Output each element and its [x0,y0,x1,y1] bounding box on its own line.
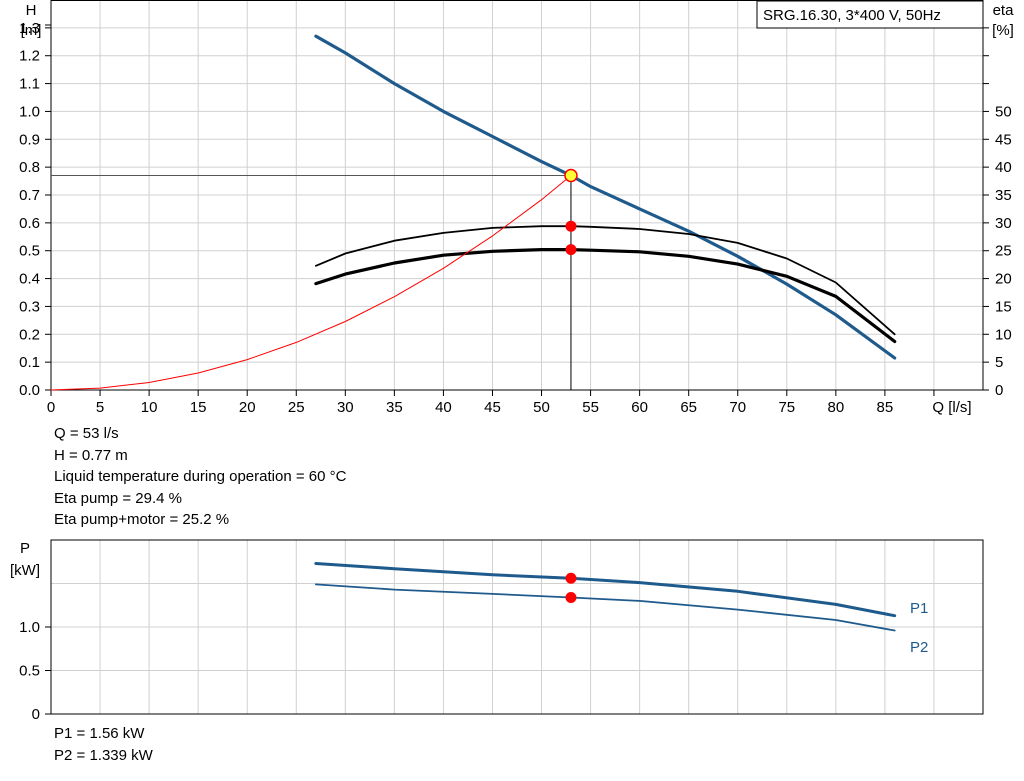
x-tick-label: 65 [680,399,697,416]
y2-tick-label: 0 [995,382,1003,399]
head-curve [314,34,897,360]
top-y-axis-ticks: 0.0 0.1 0.2 0.3 0.4 0.5 0.6 0.7 0.8 0.9 1.0 1.1 1.2 1… [19,20,51,399]
power-info: P1 = 1.56 kW P2 = 1.339 kW [54,723,153,766]
top-x-axis-ticks: 0 5 10 15 20 25 30 35 40 45 50 55 60 65 70 75 80 85 [47,390,935,416]
y2-tick-label: 20 [995,271,1012,288]
x-tick-label: 50 [533,399,550,416]
y2-tick-label: 45 [995,131,1012,148]
y2-tick-label: 50 [995,103,1012,120]
p1-curve [314,562,897,618]
y-tick-label: 0.1 [19,354,40,371]
x-tick-label: 60 [631,399,648,416]
y-tick-label: 1.1 [19,76,40,93]
y-tick-label: 0.6 [19,215,40,232]
liquid-temperature: Liquid temperature during operation = 60… [54,468,347,485]
power-tick-label: 0.5 [19,663,40,680]
eta-pump-motor: Eta pump+motor = 25.2 % [54,511,230,528]
y2-tick-label: 35 [995,187,1012,204]
y2-tick-label: 40 [995,159,1012,176]
x-tick-label: 45 [484,399,501,416]
chart-title-box: SRG.16.30, 3*400 V, 50Hz [756,0,984,29]
legend-p2: P2 [910,639,928,656]
y-tick-label: 1.2 [19,48,40,65]
y2-tick-label: 5 [995,354,1003,371]
y-tick-label: 0.8 [19,159,40,176]
eta-pump-curve [315,225,896,336]
y-axis-label: H [26,2,37,19]
top-chart-grid [51,0,983,390]
y-tick-label: 0.7 [19,187,40,204]
top-chart-markers [564,168,578,256]
x-axis-label: Q [l/s] [932,399,971,416]
y2-tick-label: 25 [995,243,1012,260]
y-tick-label: 0.0 [19,382,40,399]
eta-pump-motor-point [565,244,577,256]
y-tick-label: 0.4 [19,271,40,288]
power-axis-unit: [kW] [10,562,40,579]
y2-tick-label: 15 [995,298,1012,315]
top-y2-axis-ticks: 0 5 10 15 20 25 30 35 40 45 50 [983,27,1012,399]
p2-curve [315,583,896,632]
p2-point [565,592,577,604]
chart-title: SRG.16.30, 3*400 V, 50Hz [763,7,941,24]
y2-axis-label: eta [993,2,1015,19]
x-tick-label: 75 [778,399,795,416]
x-tick-label: 25 [288,399,305,416]
x-tick-label: 30 [337,399,354,416]
y-tick-label: 1.3 [19,20,40,37]
y-tick-label: 1.0 [19,103,40,120]
bottom-chart-series [314,562,897,632]
x-tick-label: 80 [827,399,844,416]
y2-axis-unit: [%] [992,22,1014,39]
x-tick-label: 85 [877,399,894,416]
power-tick-label: 0 [32,706,40,723]
x-tick-label: 10 [141,399,158,416]
y2-tick-label: 30 [995,215,1012,232]
x-tick-label: 35 [386,399,403,416]
power-axis-label: P [20,540,30,557]
flow-value: Q = 53 l/s [54,425,119,442]
legend-p1: P1 [910,600,928,617]
p1-point [565,572,577,584]
bottom-y-axis-ticks: 0 0.5 1.0 [19,619,51,723]
y-tick-label: 0.3 [19,298,40,315]
x-tick-label: 5 [96,399,104,416]
operating-point-info: Q = 53 l/s H = 0.77 m Liquid temperature… [54,423,346,531]
bottom-chart-markers [565,572,577,604]
x-tick-label: 40 [435,399,452,416]
x-tick-label: 0 [47,399,55,416]
y2-tick-label: 10 [995,326,1012,343]
x-tick-label: 70 [729,399,746,416]
p1-value: P1 = 1.56 kW [54,725,145,742]
eta-pump: Eta pump = 29.4 % [54,489,182,507]
bottom-chart-grid [51,540,983,714]
y-tick-label: 0.5 [19,243,40,260]
x-tick-label: 20 [239,399,256,416]
system-curve [50,175,572,391]
head-value: H = 0.77 m [54,446,128,464]
eta-pump-point [565,220,577,232]
eta-pump-motor-curve [314,248,897,344]
x-tick-label: 15 [190,399,207,416]
operating-point [564,168,578,183]
x-tick-label: 55 [582,399,599,416]
top-chart-series [50,34,897,391]
y-tick-label: 0.9 [19,131,40,148]
power-tick-label: 1.0 [19,619,40,636]
y-tick-label: 0.2 [19,326,40,343]
y-axis-unit: [m] [21,22,42,39]
p2-value: P2 = 1.339 kW [54,746,153,764]
